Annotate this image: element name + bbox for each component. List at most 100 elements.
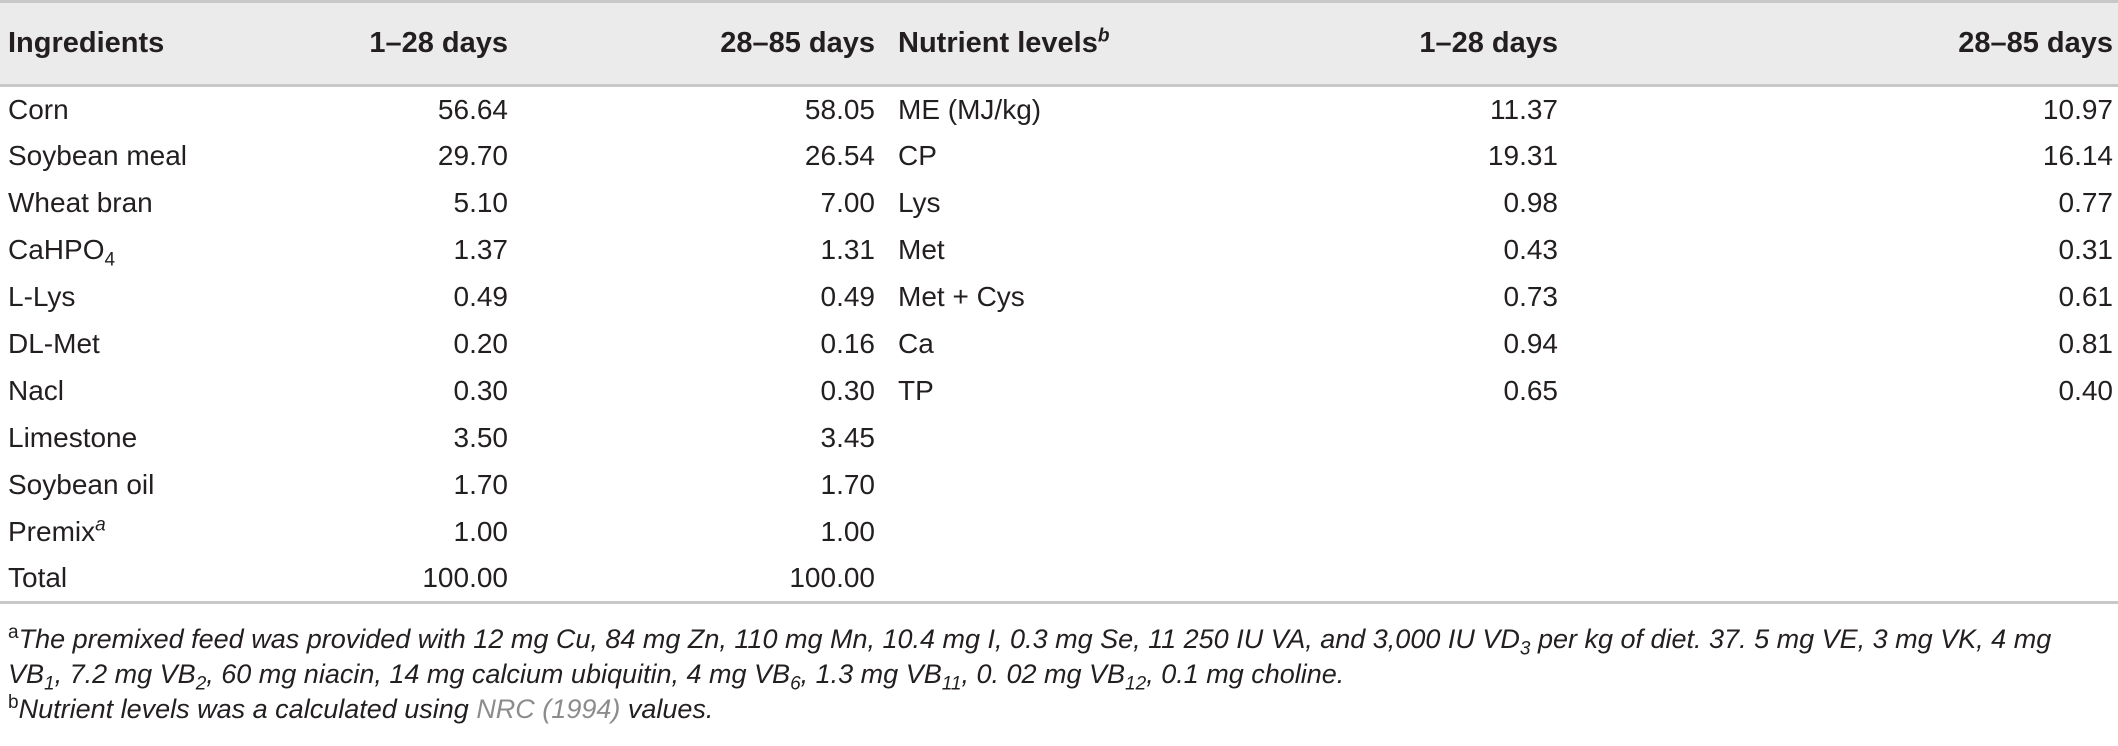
footnote-a-sub-2: 1	[44, 673, 55, 695]
ingredient-value-28-85-days: 7.00	[820, 187, 876, 218]
nutrient-value-28-85-days	[1563, 462, 2118, 509]
header-nutrient-levels: Nutrient levelsb	[880, 0, 1135, 87]
footnote-a-sub-3: 2	[195, 673, 207, 695]
nutrient-value-1-28-days: 11.37	[1490, 93, 1558, 125]
ingredient-subscript: 4	[104, 249, 116, 271]
nutrient-value-1-28-days	[1135, 415, 1563, 462]
table-row: Nacl 0.30 0.30 TP 0.65 0.40	[0, 368, 2118, 415]
footnote-b-text-before: Nutrient levels was a calculated using	[18, 694, 477, 724]
nutrient-name: Ca	[898, 328, 934, 359]
footnote-a-sub-4: 6	[790, 673, 801, 695]
header-ingredients-28-85-days: 28–85 days	[513, 0, 880, 87]
ingredient-cell: Soybean oil	[0, 462, 240, 509]
ingredient-name: Nacl	[8, 375, 65, 406]
ingredient-cell: CaHPO4	[0, 227, 240, 274]
header-ingredients: Ingredients	[0, 0, 240, 87]
nutrient-value-28-85-days	[1563, 509, 2118, 556]
footnote-b-mark: b	[8, 692, 19, 713]
footnote-a-text-5: , 1.3 mg VB	[800, 659, 942, 689]
ingredient-name: Soybean meal	[8, 140, 188, 171]
table-row: Wheat bran 5.10 7.00 Lys 0.98 0.77	[0, 180, 2118, 227]
table-body: Corn 56.64 58.05 ME (MJ/kg) 11.37 10.97 Soybea…	[0, 86, 2118, 604]
table-row: Total 100.00 100.00	[0, 555, 2118, 604]
footnote-a-text-7: , 0.1 mg choline.	[1146, 659, 1345, 689]
nutrient-value-1-28-days	[1135, 555, 1563, 604]
ingredient-value-28-85-days: 0.30	[820, 375, 876, 406]
ingredient-value-28-85-days: 3.45	[820, 422, 876, 453]
nutrient-value-1-28-days: 19.31	[1487, 140, 1558, 171]
nutrient-name	[880, 555, 1135, 604]
nutrient-value-1-28-days: 0.94	[1503, 328, 1559, 359]
nutrient-value-1-28-days: 0.65	[1503, 375, 1559, 406]
footnote-mark-b: b	[1097, 25, 1110, 47]
footnote-a-sub-1: 3	[1519, 638, 1531, 660]
nutrient-name: CP	[898, 140, 937, 171]
nrc-1994-citation-link[interactable]: NRC (1994)	[476, 694, 621, 724]
table-footnotes: aThe premixed feed was provided with 12 …	[8, 622, 2108, 727]
ingredient-value-28-85-days: 1.31	[820, 234, 876, 265]
ingredient-value-1-28-days: 0.20	[453, 328, 509, 359]
ingredient-name: Total	[8, 562, 68, 594]
table-row: Corn 56.64 58.05 ME (MJ/kg) 11.37 10.97	[0, 86, 2118, 133]
ingredient-value-28-85-days: 58.05	[804, 93, 875, 125]
ingredient-value-28-85-days: 1.70	[820, 469, 876, 500]
ingredient-value-1-28-days: 0.49	[453, 281, 509, 312]
ingredient-cell: L-Lys	[0, 274, 240, 321]
ingredient-cell: Limestone	[0, 415, 240, 462]
ingredient-cell: Premixa	[0, 509, 240, 556]
table-row: DL-Met 0.20 0.16 Ca 0.94 0.81	[0, 321, 2118, 368]
nutrient-value-28-85-days: 0.81	[2058, 328, 2114, 359]
nutrient-name: Met	[898, 234, 945, 265]
footnote-a-mark: a	[8, 622, 19, 643]
footnote-a-sub-6: 12	[1125, 673, 1147, 695]
header-ingredients-1-28-days: 1–28 days	[240, 0, 513, 87]
footnote-a-text-4: , 60 mg niacin, 14 mg calcium ubiquitin,…	[206, 659, 791, 689]
table-header-row: Ingredients 1–28 days 28–85 days Nutrien…	[0, 0, 2118, 87]
table-row: Soybean oil 1.70 1.70	[0, 462, 2118, 509]
diet-composition-table-container: Ingredients 1–28 days 28–85 days Nutrien…	[0, 0, 2118, 604]
diet-composition-table: Ingredients 1–28 days 28–85 days Nutrien…	[0, 0, 2118, 604]
header-nutrients-28-85-days: 28–85 days	[1563, 0, 2118, 87]
table-row: L-Lys 0.49 0.49 Met + Cys 0.73 0.61	[0, 274, 2118, 321]
nutrient-value-28-85-days: 16.14	[2042, 140, 2113, 171]
nutrient-name	[880, 415, 1135, 462]
nutrient-value-28-85-days: 0.77	[2058, 187, 2114, 218]
ingredient-cell: Corn	[0, 86, 240, 133]
ingredient-name: CaHPO	[8, 234, 105, 265]
ingredient-value-1-28-days: 100.00	[240, 555, 513, 604]
ingredient-name: DL-Met	[8, 328, 100, 359]
ingredient-name: L-Lys	[8, 281, 76, 312]
nutrient-value-28-85-days: 0.31	[2058, 234, 2114, 265]
footnote-a: aThe premixed feed was provided with 12 …	[8, 622, 2108, 695]
nutrient-value-28-85-days: 0.61	[2058, 281, 2114, 312]
footnote-a-sub-5: 11	[941, 673, 962, 695]
table-row: Premixa 1.00 1.00	[0, 509, 2118, 556]
ingredient-value-1-28-days: 56.64	[437, 93, 508, 125]
nutrient-value-28-85-days: 0.40	[2058, 375, 2114, 406]
footnote-b: bNutrient levels was a calculated using …	[8, 692, 2108, 727]
nutrient-value-28-85-days	[1563, 415, 2118, 462]
ingredient-value-28-85-days: 0.16	[820, 328, 876, 359]
table-row: Limestone 3.50 3.45	[0, 415, 2118, 462]
nutrient-value-1-28-days	[1135, 509, 1563, 556]
ingredient-value-1-28-days: 1.37	[453, 234, 509, 265]
nutrient-value-1-28-days	[1135, 462, 1563, 509]
ingredient-name: Limestone	[8, 422, 138, 453]
ingredient-name: Wheat bran	[8, 187, 153, 218]
ingredient-value-28-85-days: 0.49	[820, 281, 876, 312]
footnote-b-text-after: values.	[620, 694, 714, 724]
nutrient-name: ME (MJ/kg)	[898, 93, 1042, 125]
footnote-mark-a: a	[95, 514, 106, 536]
ingredient-cell: DL-Met	[0, 321, 240, 368]
table-row: CaHPO4 1.37 1.31 Met 0.43 0.31	[0, 227, 2118, 274]
ingredient-value-1-28-days: 1.70	[453, 469, 509, 500]
ingredient-value-28-85-days: 26.54	[804, 140, 875, 171]
ingredient-cell: Wheat bran	[0, 180, 240, 227]
ingredient-value-1-28-days: 3.50	[453, 422, 509, 453]
ingredient-name: Corn	[8, 93, 69, 125]
nutrient-name: Lys	[898, 187, 941, 218]
nutrient-value-1-28-days: 0.98	[1503, 187, 1559, 218]
ingredient-value-28-85-days: 1.00	[820, 516, 876, 547]
footnote-a-text-3: , 7.2 mg VB	[54, 659, 196, 689]
ingredient-value-1-28-days: 5.10	[453, 187, 509, 218]
